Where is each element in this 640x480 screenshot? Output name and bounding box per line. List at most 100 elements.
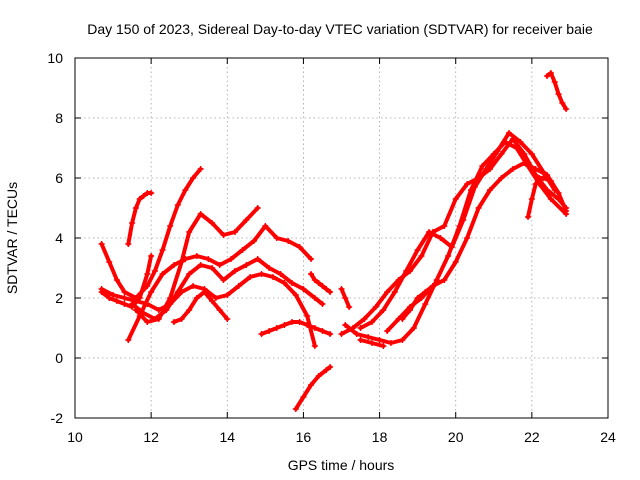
data-point: [399, 316, 406, 322]
data-point: [315, 280, 322, 286]
data-point: [197, 211, 204, 217]
series-arc17: [544, 70, 570, 112]
data-point: [212, 295, 219, 301]
data-point: [281, 322, 288, 328]
data-point: [357, 325, 364, 331]
data-point: [273, 325, 280, 331]
data-point: [563, 106, 570, 112]
data-point: [239, 247, 246, 253]
data-point: [498, 151, 505, 157]
data-point: [220, 232, 227, 238]
data-point: [129, 220, 136, 226]
series-line: [293, 365, 333, 411]
y-tick-label: 2: [55, 290, 63, 306]
data-point: [106, 295, 113, 301]
data-point: [262, 223, 269, 229]
data-point: [174, 202, 181, 208]
data-point: [308, 382, 315, 388]
data-point: [144, 301, 151, 307]
data-point: [296, 319, 303, 325]
data-point: [407, 307, 414, 313]
data-point: [220, 277, 227, 283]
data-point: [311, 295, 318, 301]
series-arc18: [525, 175, 554, 220]
data-point: [422, 301, 429, 307]
series-arc15: [399, 283, 436, 322]
data-point: [380, 343, 387, 349]
data-point: [190, 175, 197, 181]
data-point: [384, 328, 391, 334]
data-point: [544, 73, 551, 79]
series-arc2: [125, 190, 155, 247]
data-point: [391, 289, 398, 295]
series-line: [130, 257, 325, 321]
data-point: [296, 244, 303, 250]
data-point: [273, 235, 280, 241]
data-point: [555, 91, 562, 97]
data-point: [361, 316, 368, 322]
data-point: [182, 187, 189, 193]
data-point: [410, 325, 417, 331]
data-point: [216, 307, 223, 313]
data-point: [209, 220, 216, 226]
data-point: [525, 214, 532, 220]
data-point: [197, 166, 204, 172]
data-point: [285, 238, 292, 244]
series-arc7: [98, 271, 318, 349]
series-arc20: [338, 286, 353, 310]
data-point: [551, 79, 558, 85]
data-point: [209, 298, 216, 304]
data-point: [365, 334, 372, 340]
data-point: [452, 196, 459, 202]
data-point: [441, 223, 448, 229]
x-tick-label: 22: [524, 429, 540, 445]
data-point: [159, 247, 166, 253]
data-point: [121, 295, 128, 301]
data-point: [258, 331, 265, 337]
data-point: [144, 319, 151, 325]
data-point: [323, 286, 330, 292]
data-point: [140, 193, 147, 199]
data-point: [110, 292, 117, 298]
data-point: [178, 316, 185, 322]
data-point: [304, 313, 311, 319]
data-point: [547, 178, 554, 184]
data-point: [521, 160, 528, 166]
data-point: [224, 316, 231, 322]
data-point: [289, 319, 296, 325]
data-point: [547, 70, 554, 76]
data-point: [144, 271, 151, 277]
data-point: [235, 283, 242, 289]
y-tick-label: 8: [55, 110, 63, 126]
data-point: [216, 262, 223, 268]
data-point: [338, 331, 345, 337]
x-tick-label: 24: [600, 429, 616, 445]
data-point: [544, 172, 551, 178]
data-point: [132, 298, 139, 304]
data-point: [289, 280, 296, 286]
data-point: [460, 217, 467, 223]
data-point: [327, 289, 334, 295]
series-line: [358, 131, 557, 330]
data-point: [475, 205, 482, 211]
data-point: [532, 172, 539, 178]
data-point: [151, 316, 158, 322]
data-point: [372, 304, 379, 310]
data-point: [342, 322, 349, 328]
data-point: [448, 244, 455, 250]
chart-title: Day 150 of 2023, Sidereal Day-to-day VTE…: [87, 21, 593, 37]
y-tick-label: 0: [55, 350, 63, 366]
data-point: [193, 253, 200, 259]
data-point: [155, 307, 162, 313]
data-point: [483, 166, 490, 172]
data-point: [452, 259, 459, 265]
data-point: [228, 256, 235, 262]
data-point: [148, 289, 155, 295]
y-tick-label: 6: [55, 170, 63, 186]
data-point: [205, 256, 212, 262]
series-arc10: [292, 364, 334, 412]
data-point: [98, 286, 105, 292]
data-point: [327, 364, 334, 370]
y-tick-label: 4: [55, 230, 63, 246]
